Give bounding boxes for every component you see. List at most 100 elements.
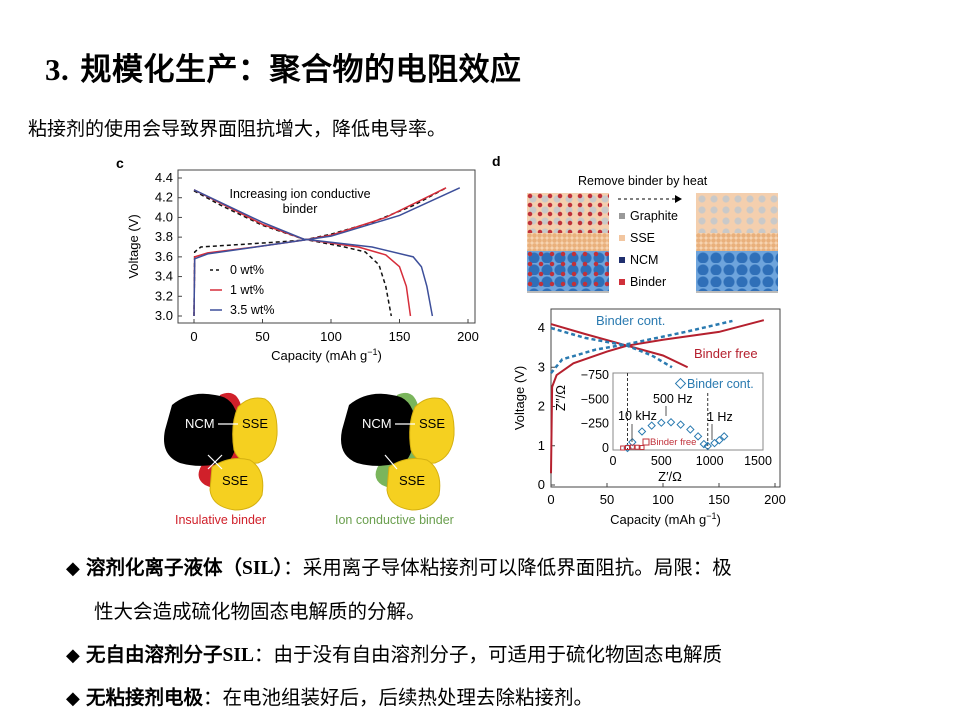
bullet-bold: 溶剂化离子液体（ — [86, 556, 243, 579]
bullet-bold: 无自由溶剂分子 — [86, 643, 223, 666]
insulative-binder-diagram: NCM SSE SSE Insulative binder — [164, 392, 278, 527]
annotation-500hz: 500 Hz — [653, 392, 693, 406]
y-tick-label: 2 — [538, 399, 545, 414]
binder-cont-label: Binder cont. — [596, 313, 665, 328]
x-tick-label: 50 — [255, 329, 269, 344]
y-tick-label: 3.2 — [155, 288, 173, 303]
diamond-icon: ◆ — [66, 645, 80, 666]
y-tick-label: 4 — [538, 320, 545, 335]
bullet-text: ：由于没有自由溶剂分子，可适用于硫化物固态电解质 — [253, 643, 722, 666]
inset-x-tick-label: 1000 — [696, 454, 724, 468]
y-tick-label: 0 — [538, 477, 545, 492]
x-tick-label: 200 — [764, 492, 786, 507]
y-axis-label: Voltage (V) — [512, 366, 527, 430]
annotation-1hz: 1 Hz — [707, 410, 733, 424]
discharge-curve — [193, 189, 412, 317]
y-tick-label: 3 — [538, 359, 545, 374]
legend-label: SSE — [630, 231, 655, 245]
figure-d-chart: 0 50 100 150 200 0 1 2 3 4 Capacity (mAh g−1) Volta… — [512, 308, 786, 527]
inset-y-axis-label: Z″/Ω — [553, 385, 568, 411]
inset-point-binder-cont — [628, 437, 637, 447]
panel-label-d: d — [492, 153, 501, 169]
diamond-icon: ◆ — [66, 558, 80, 579]
title-text: 规模化生产：聚合物的电阻效应 — [69, 52, 522, 88]
bullet-item: ◆ 溶剂化离子液体（SIL）：采用离子导体粘接剂可以降低界面阻抗。局限：极 — [66, 551, 732, 580]
inset-x-axis-label: Z′/Ω — [658, 469, 682, 484]
ncm-particle — [341, 393, 416, 466]
inset-y-tick-label: −500 — [581, 392, 609, 406]
inset-point-binder-cont — [647, 421, 656, 430]
sse-label: SSE — [242, 416, 268, 431]
inset-y-tick-label: −750 — [581, 368, 609, 382]
ncm-particle — [164, 393, 239, 466]
bullet-bold-serif: SIL — [242, 558, 274, 579]
inset-point-binder-cont — [699, 439, 709, 449]
y-tick-label: 4.2 — [155, 190, 173, 205]
legend-swatch — [619, 279, 625, 285]
ncm-label: NCM — [362, 416, 392, 431]
sse-particle — [386, 458, 441, 511]
inset-x-tick-label: 500 — [651, 454, 672, 468]
arrow-icon — [384, 454, 398, 470]
inset-point-binder-cont — [666, 417, 676, 427]
figure-d-schematic-labels: d Remove binder by heat Graphite SSE NCM Bi… — [492, 153, 708, 289]
bullet-text: ：在电池组装好后，后续热处理去除粘接剂。 — [203, 686, 594, 709]
y-tick-label: 4.0 — [155, 209, 173, 224]
y-tick-label: 4.4 — [155, 170, 173, 185]
sse-label: SSE — [419, 416, 445, 431]
legend-swatch — [619, 213, 625, 219]
x-tick-label: 100 — [320, 329, 342, 344]
inset-point-binder-cont — [676, 420, 685, 429]
legend-label: 0 wt% — [230, 263, 264, 277]
legend-label: Graphite — [630, 209, 678, 223]
x-tick-label: 150 — [389, 329, 411, 344]
y-tick-label: 3.8 — [155, 229, 173, 244]
legend-label: Binder — [630, 275, 666, 289]
y-tick-label: 3.4 — [155, 269, 173, 284]
y-tick-label: 1 — [538, 438, 545, 453]
discharge-curve — [193, 190, 393, 317]
ncm-label: NCM — [185, 416, 215, 431]
bullet-bold-end: ） — [273, 556, 284, 579]
inset-point-binder-cont — [703, 441, 712, 451]
legend-swatch — [619, 257, 625, 263]
insulative-binder-caption: Insulative binder — [175, 513, 266, 527]
page-title: 3. 规模化生产：聚合物的电阻效应 — [45, 44, 522, 89]
legend-label: 3.5 wt% — [230, 303, 274, 317]
sse-label: SSE — [399, 473, 425, 488]
bullet-bold: 无粘接剂电极 — [86, 686, 204, 709]
discharge-curve — [193, 189, 434, 317]
subtitle: 粘接剂的使用会导致界面阻抗增大，降低电导率。 — [28, 118, 447, 140]
inset-x-tick-label: 0 — [610, 454, 617, 468]
y-tick-label: 3.6 — [155, 249, 173, 264]
inset-point-binder-cont — [719, 432, 729, 441]
inset-point-binder-free — [629, 444, 635, 450]
y-axis-label: Voltage (V) — [126, 214, 141, 278]
inset-y-tick-label: −250 — [581, 417, 609, 431]
x-tick-label: 0 — [190, 329, 197, 344]
x-tick-label: 150 — [708, 492, 730, 507]
panel-label-c: c — [116, 155, 124, 171]
inset-legend-swatch — [642, 438, 650, 446]
discharge-curve — [550, 326, 673, 369]
sse-particle — [209, 458, 264, 511]
charge-curve — [193, 187, 461, 317]
bullet-continuation: 性大会造成硫化物固态电解质的分解。 — [94, 600, 426, 623]
inset-point-binder-cont — [715, 435, 724, 445]
ion-conductive-binder-diagram: NCM SSE SSE Ion conductive binder — [335, 392, 455, 527]
binder-free-label: Binder free — [694, 346, 758, 361]
inset-legend-swatch — [674, 377, 687, 390]
inset-point-binder-free — [639, 445, 645, 451]
inset-point-binder-cont — [693, 432, 703, 441]
charge-curve — [550, 319, 765, 474]
x-axis-label: Capacity (mAh g−1) — [610, 511, 721, 527]
sse-particle — [409, 397, 455, 464]
sse-label: SSE — [222, 473, 248, 488]
annotation-10khz: 10 kHz — [618, 409, 657, 423]
charge-curve — [550, 319, 733, 374]
inset-point-binder-cont — [657, 418, 666, 427]
sse-particle — [232, 397, 278, 464]
inset-legend-binder-free: Binder free — [650, 437, 696, 448]
bullet-bold-serif: SIL — [222, 645, 254, 666]
